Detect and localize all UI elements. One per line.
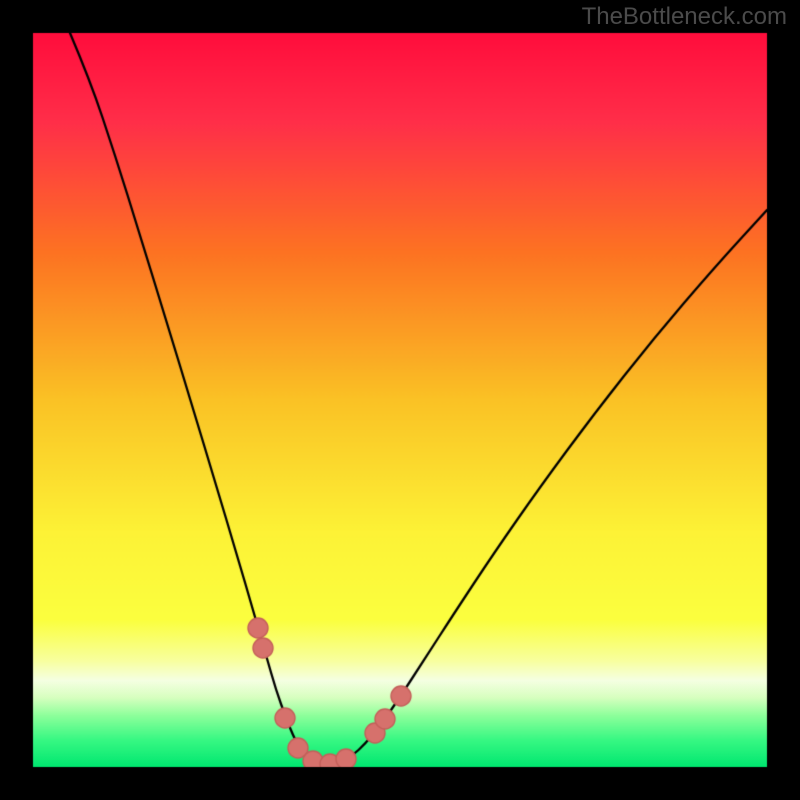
watermark-text: TheBottleneck.com [582,3,787,31]
chart-stage: TheBottleneck.com [0,0,800,800]
plot-canvas [0,0,800,800]
